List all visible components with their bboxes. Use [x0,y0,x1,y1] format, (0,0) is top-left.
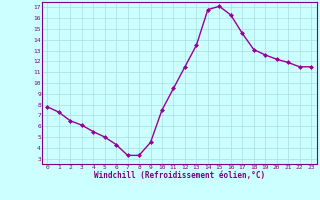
X-axis label: Windchill (Refroidissement éolien,°C): Windchill (Refroidissement éolien,°C) [94,171,265,180]
